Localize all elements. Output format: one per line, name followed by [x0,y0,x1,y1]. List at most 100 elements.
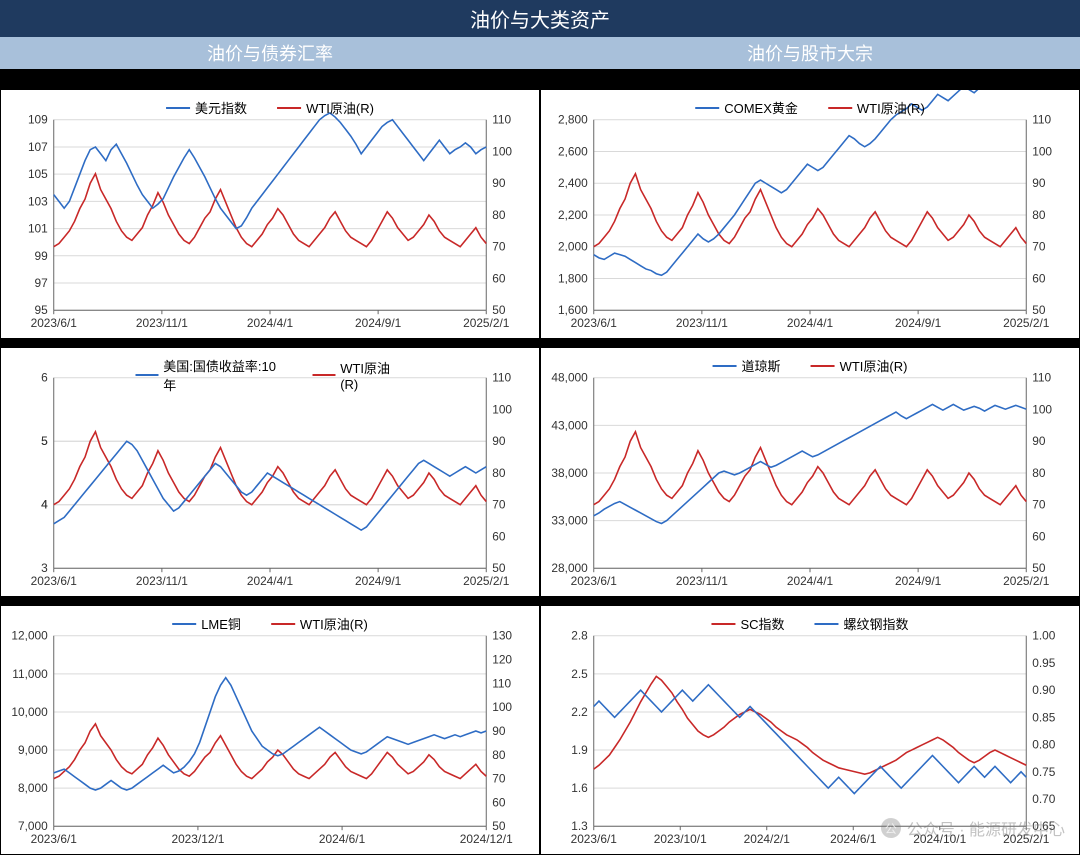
legend-red: WTI原油(R) [277,98,374,117]
svg-text:2023/6/1: 2023/6/1 [31,316,78,330]
svg-text:80: 80 [1032,208,1046,222]
svg-text:2.5: 2.5 [571,667,588,681]
svg-text:90: 90 [1032,434,1046,448]
svg-text:99: 99 [35,249,49,263]
svg-text:80: 80 [492,208,506,222]
svg-text:95: 95 [35,303,49,317]
svg-text:12,000: 12,000 [11,629,48,643]
svg-text:70: 70 [492,240,506,254]
svg-text:50: 50 [1032,303,1046,317]
svg-text:2.8: 2.8 [571,629,588,643]
svg-text:103: 103 [28,194,48,208]
svg-text:2025/2/1: 2025/2/1 [463,316,510,330]
svg-text:33,000: 33,000 [551,514,588,528]
svg-text:90: 90 [492,434,506,448]
legend: LME铜 WTI原油(R) [172,614,368,633]
svg-text:80: 80 [492,466,506,480]
svg-text:50: 50 [492,819,506,833]
svg-text:1,800: 1,800 [558,271,588,285]
svg-text:2,200: 2,200 [558,208,588,222]
svg-text:7,000: 7,000 [18,819,48,833]
svg-text:70: 70 [492,498,506,512]
svg-text:50: 50 [1032,561,1046,575]
chart-panel-ust10: 34455650607080901001102023/6/12023/11/12… [0,347,540,597]
svg-text:70: 70 [1032,240,1046,254]
svg-text:2023/6/1: 2023/6/1 [571,832,618,846]
legend-red: SC指数 [711,614,784,633]
svg-text:2023/12/1: 2023/12/1 [171,832,224,846]
svg-text:0.80: 0.80 [1032,738,1056,752]
separator-bar [0,69,1080,89]
svg-text:70: 70 [492,772,506,786]
svg-text:2024/6/1: 2024/6/1 [830,832,877,846]
svg-text:90: 90 [492,724,506,738]
svg-text:2024/9/1: 2024/9/1 [355,574,402,588]
svg-text:0.90: 0.90 [1032,683,1056,697]
svg-text:2025/2/1: 2025/2/1 [463,574,510,588]
svg-text:3: 3 [41,561,48,575]
main-title: 油价与大类资产 [0,0,1080,37]
svg-text:2025/2/1: 2025/2/1 [1003,574,1050,588]
svg-text:0.75: 0.75 [1032,765,1056,779]
svg-text:90: 90 [492,176,506,190]
svg-text:100: 100 [492,700,512,714]
svg-text:2.2: 2.2 [571,705,588,719]
svg-text:2,800: 2,800 [558,113,588,127]
svg-text:80: 80 [1032,466,1046,480]
legend: SC指数 螺纹钢指数 [711,614,908,633]
legend: 美国:国债收益率:10年 WTI原油(R) [136,356,405,394]
svg-text:2023/11/1: 2023/11/1 [136,316,188,330]
legend: COMEX黄金 WTI原油(R) [695,98,925,117]
svg-text:8,000: 8,000 [18,781,48,795]
chart-panel-gold: 1,6001,8002,0002,2002,4002,6002,80050607… [540,89,1080,339]
legend-red: WTI原油(R) [811,356,908,375]
svg-text:1,600: 1,600 [558,303,588,317]
svg-text:2023/6/1: 2023/6/1 [571,316,618,330]
svg-text:0.70: 0.70 [1032,792,1056,806]
chart-panel-dxy: 9597991011031051071095060708090100110202… [0,89,540,339]
svg-text:100: 100 [1032,144,1052,158]
legend: 道琼斯 WTI原油(R) [713,356,908,375]
svg-text:4: 4 [41,498,48,512]
svg-text:110: 110 [492,113,511,127]
svg-text:2025/2/1: 2025/2/1 [1003,316,1050,330]
chart-panel-sc_rebar: 1.31.61.92.22.52.80.650.700.750.800.850.… [540,605,1080,855]
svg-text:110: 110 [1032,113,1051,127]
svg-text:60: 60 [1032,271,1046,285]
svg-text:1.3: 1.3 [571,819,588,833]
svg-text:97: 97 [35,276,49,290]
svg-text:2024/10/1: 2024/10/1 [913,832,966,846]
legend-blue: LME铜 [172,614,241,633]
svg-text:105: 105 [28,167,48,181]
svg-text:2024/4/1: 2024/4/1 [247,574,294,588]
svg-text:100: 100 [1032,402,1052,416]
svg-text:9,000: 9,000 [18,743,48,757]
svg-text:2023/6/1: 2023/6/1 [31,574,78,588]
svg-text:2024/12/1: 2024/12/1 [460,832,513,846]
svg-text:43,000: 43,000 [551,418,588,432]
svg-text:110: 110 [1032,371,1051,385]
row-separator [0,339,1080,347]
svg-text:1.9: 1.9 [571,743,588,757]
svg-text:2025/2/1: 2025/2/1 [1003,832,1050,846]
charts-grid: 9597991011031051071095060708090100110202… [0,89,1080,855]
svg-text:2024/9/1: 2024/9/1 [355,316,402,330]
svg-text:60: 60 [492,795,506,809]
svg-text:60: 60 [492,529,506,543]
svg-text:48,000: 48,000 [551,371,588,385]
svg-text:0.95: 0.95 [1032,656,1056,670]
svg-text:100: 100 [492,144,512,158]
svg-text:2,600: 2,600 [558,144,588,158]
svg-text:2024/4/1: 2024/4/1 [247,316,294,330]
legend-blue: 美国:国债收益率:10年 [136,356,283,394]
svg-text:50: 50 [492,561,506,575]
svg-text:0.85: 0.85 [1032,710,1056,724]
legend-blue: COMEX黄金 [695,98,798,117]
svg-text:5: 5 [41,434,48,448]
svg-text:60: 60 [1032,529,1046,543]
svg-text:70: 70 [1032,498,1046,512]
svg-text:10,000: 10,000 [11,705,48,719]
svg-text:2,000: 2,000 [558,240,588,254]
svg-text:2023/6/1: 2023/6/1 [571,574,618,588]
svg-text:6: 6 [41,371,48,385]
